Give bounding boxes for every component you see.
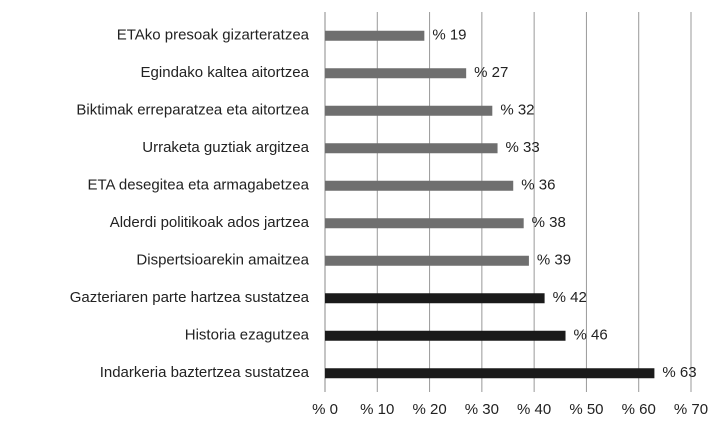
value-label: % 38 [532, 214, 566, 231]
x-tick-label: % 30 [465, 401, 499, 418]
x-tick-label: % 60 [622, 401, 656, 418]
value-label: % 27 [474, 64, 508, 81]
bar [325, 30, 425, 41]
y-tick-label: Indarkeria baztertzea sustatzea [100, 364, 310, 381]
y-tick-label: ETA desegitea eta armagabetzea [87, 177, 309, 194]
x-tick-label: % 50 [569, 401, 603, 418]
x-tick-label: % 40 [517, 401, 551, 418]
bar [325, 218, 524, 229]
bar [325, 68, 467, 79]
bar [325, 255, 529, 266]
bar [325, 293, 545, 304]
y-tick-label: Urraketa guztiak argitzea [142, 139, 309, 156]
y-tick-label: Biktimak erreparatzea eta aitortzea [76, 102, 309, 119]
x-tick-label: % 20 [412, 401, 446, 418]
value-label: % 42 [553, 289, 587, 306]
value-label: % 63 [662, 364, 696, 381]
bar [325, 180, 514, 191]
value-label: % 33 [506, 139, 540, 156]
y-tick-label: Gazteriaren parte hartzea sustatzea [70, 289, 310, 306]
value-label: % 39 [537, 252, 571, 269]
x-tick-label: % 70 [674, 401, 708, 418]
y-tick-label: ETAko presoak gizarteratzea [117, 27, 310, 44]
value-label: % 36 [521, 177, 555, 194]
value-label: % 19 [432, 27, 466, 44]
y-tick-label: Dispertsioarekin amaitzea [136, 252, 309, 269]
y-tick-label: Egindako kaltea aitortzea [141, 64, 310, 81]
y-tick-label: Alderdi politikoak ados jartzea [110, 214, 310, 231]
bar [325, 368, 655, 379]
x-tick-label: % 10 [360, 401, 394, 418]
x-tick-label: % 0 [312, 401, 338, 418]
value-label: % 46 [574, 327, 608, 344]
bar [325, 105, 493, 116]
value-label: % 32 [500, 102, 534, 119]
bar [325, 330, 566, 341]
y-tick-label: Historia ezagutzea [185, 327, 310, 344]
bar [325, 143, 498, 154]
